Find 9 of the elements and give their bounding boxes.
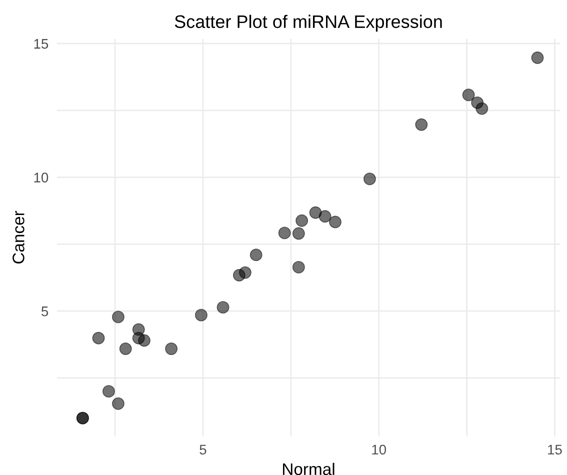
chart-title: Scatter Plot of miRNA Expression xyxy=(174,14,442,32)
x-tick-label: 15 xyxy=(548,444,562,455)
y-tick-label: 10 xyxy=(34,172,48,182)
y-axis-title: Cancer xyxy=(12,210,24,264)
x-tick-label: 5 xyxy=(200,444,206,455)
y-tick-label: 5 xyxy=(42,306,48,316)
y-tick-label: 15 xyxy=(34,39,48,49)
x-tick-label: 10 xyxy=(372,444,386,455)
x-axis-title: Normal xyxy=(283,462,334,475)
